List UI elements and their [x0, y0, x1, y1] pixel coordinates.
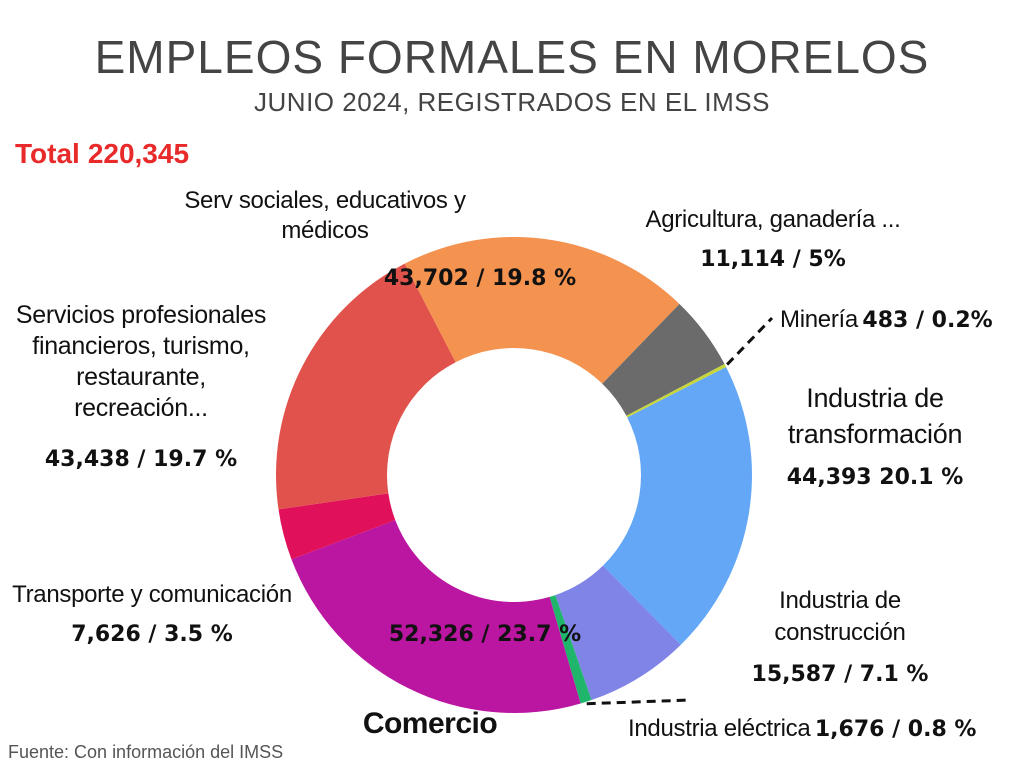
slice-name-agricultura: Agricultura, ganadería ... [645, 206, 901, 233]
slice-name-construccion: Industria de construcción [774, 587, 906, 646]
slice-sociales [404, 237, 680, 384]
slice-label-sociales: Serv sociales, educativos y médicos [175, 186, 475, 246]
donut-slices [276, 237, 752, 714]
slice-comercio [291, 520, 581, 714]
slice-construccion [555, 565, 681, 701]
total-value: 220,345 [87, 138, 190, 169]
slice-electrica [549, 595, 592, 704]
slice-transformacion [602, 366, 752, 645]
slice-label-profesionales: Servicios profesionales financieros, tur… [10, 300, 272, 474]
slice-value-agricultura: 11,114 / 5% [700, 247, 846, 272]
slice-name-comercio: Comercio [362, 707, 498, 740]
slice-value-electrica: 1,676 / 0.8 % [814, 717, 977, 742]
slice-label-agricultura: Agricultura, ganadería ... 11,114 / 5% [618, 205, 928, 274]
slice-value-transporte: 7,626 / 3.5 % [71, 622, 233, 647]
slice-label-comercio: Comercio [315, 707, 545, 740]
slice-name-transporte: Transporte y comunicación [12, 581, 292, 608]
slice-name-transformacion: Industria de transformación [787, 383, 963, 449]
leader-lines [586, 316, 774, 706]
slice-value-transformacion: 44,393 20.1 % [786, 465, 964, 490]
source-note: Fuente: Con información del IMSS [8, 742, 284, 762]
slice-profesionales [276, 263, 456, 510]
chart-title: EMPLEOS FORMALES EN MORELOS [94, 31, 930, 83]
slice-value-sociales: 43,702 / 19.8 % [383, 266, 577, 291]
leader-line-mineria [726, 316, 774, 366]
slice-label-transformacion: Industria de transformación 44,393 20.1 % [760, 380, 990, 492]
slice-mineria [626, 364, 727, 418]
slice-value-mineria: 483 / 0.2% [862, 308, 993, 333]
chart-subtitle: JUNIO 2024, REGISTRADOS EN EL IMSS [254, 87, 770, 117]
slice-transporte [278, 493, 396, 560]
slice-name-sociales: Serv sociales, educativos y médicos [184, 187, 466, 244]
slice-name-electrica: Industria eléctrica [628, 715, 811, 742]
slice-name-mineria: Minería [780, 306, 858, 333]
slice-label-transporte: Transporte y comunicación 7,626 / 3.5 % [2, 580, 302, 649]
total-label: Total 220,345 [15, 138, 197, 170]
leader-line-electrica [586, 698, 691, 706]
slice-label-construccion: Industria de construcción 15,587 / 7.1 % [730, 585, 950, 689]
total-label-text: Total [15, 138, 80, 169]
slice-value-construccion: 15,587 / 7.1 % [751, 662, 929, 687]
slice-value-comercio: 52,326 / 23.7 % [388, 622, 582, 647]
slice-label-mineria: Minería 483 / 0.2% [780, 305, 993, 335]
slice-label-electrica: Industria eléctrica 1,676 / 0.8 % [628, 714, 976, 744]
slice-agricultura [602, 303, 725, 416]
slice-value-profesionales: 43,438 / 19.7 % [44, 447, 238, 472]
slice-name-profesionales: Servicios profesionales financieros, tur… [15, 301, 267, 422]
